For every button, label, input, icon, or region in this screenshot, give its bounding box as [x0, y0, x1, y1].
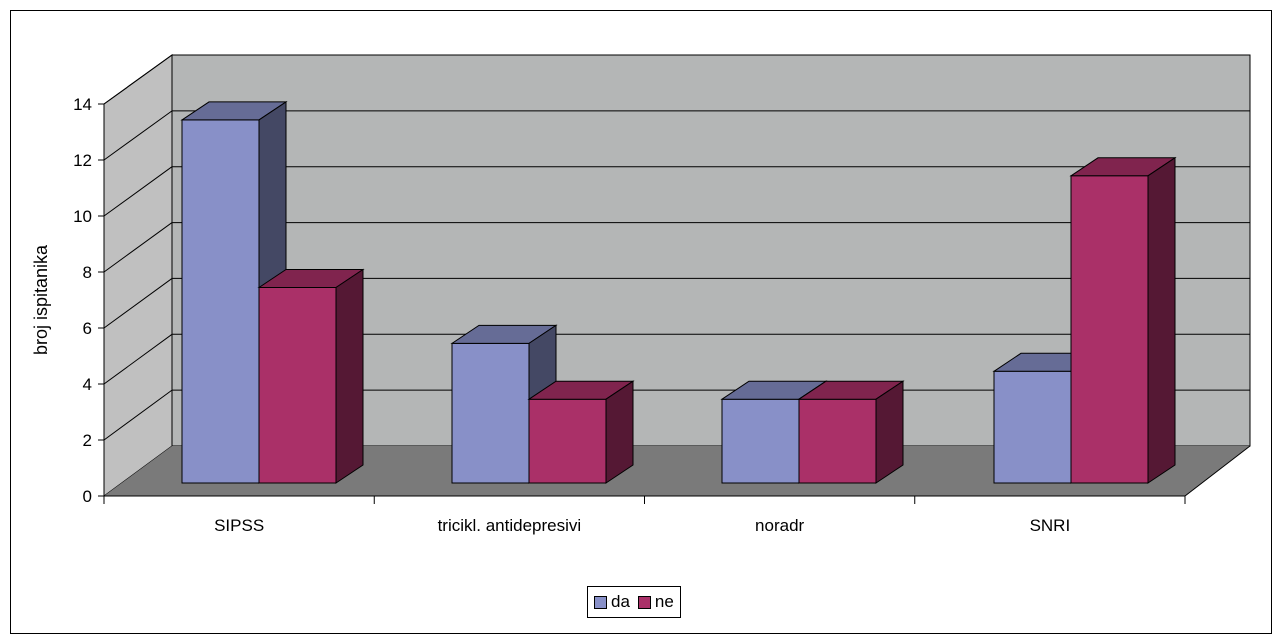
gridline-side — [103, 222, 173, 273]
bar-front — [528, 398, 607, 484]
bar-front — [798, 398, 877, 484]
gridline-side — [103, 389, 173, 441]
y-tick-label: 10 — [73, 207, 92, 226]
bar — [797, 380, 905, 484]
x-category-label: noradr — [755, 516, 804, 535]
y-tick-label: 4 — [83, 375, 92, 394]
bar-front — [258, 287, 337, 484]
y-tick-label: 12 — [73, 151, 92, 170]
bar — [1069, 156, 1177, 484]
x-category-label: SIPSS — [214, 516, 264, 535]
bar-front — [721, 398, 800, 484]
gridline-side — [103, 278, 173, 329]
y-tick-label: 6 — [83, 319, 92, 338]
y-tick-label: 2 — [83, 431, 92, 450]
floor-edge — [1184, 445, 1251, 497]
legend-swatch-ne — [637, 595, 651, 609]
x-category-label: tricikl. antidepresivi — [438, 516, 582, 535]
bar-side — [335, 268, 364, 484]
y-tick-label: 8 — [83, 263, 92, 282]
legend-item-da: da — [594, 592, 630, 612]
bar-front — [181, 119, 260, 484]
y-tick-label: 0 — [83, 487, 92, 506]
legend: da ne — [587, 586, 681, 618]
gridline-side — [103, 54, 173, 105]
bar-front — [451, 342, 530, 484]
gridline-side — [103, 333, 173, 385]
gridline-side — [103, 110, 173, 161]
bar-side — [605, 380, 634, 484]
gridline-side — [103, 166, 173, 217]
x-category-label: SNRI — [1030, 516, 1071, 535]
side-wall — [103, 54, 173, 497]
y-axis-title: broj ispitanika — [31, 244, 51, 355]
bar-front — [993, 370, 1072, 484]
bar-side — [1147, 156, 1176, 484]
bar — [257, 268, 365, 484]
legend-item-ne: ne — [637, 592, 674, 612]
bar — [527, 380, 635, 484]
legend-label-ne: ne — [654, 592, 674, 611]
legend-label-da: da — [611, 592, 630, 611]
floor — [104, 446, 1250, 496]
bar-side — [875, 380, 904, 484]
legend-swatch-da — [594, 595, 607, 609]
y-tick-label: 14 — [73, 95, 92, 114]
bar-front — [1070, 175, 1149, 484]
